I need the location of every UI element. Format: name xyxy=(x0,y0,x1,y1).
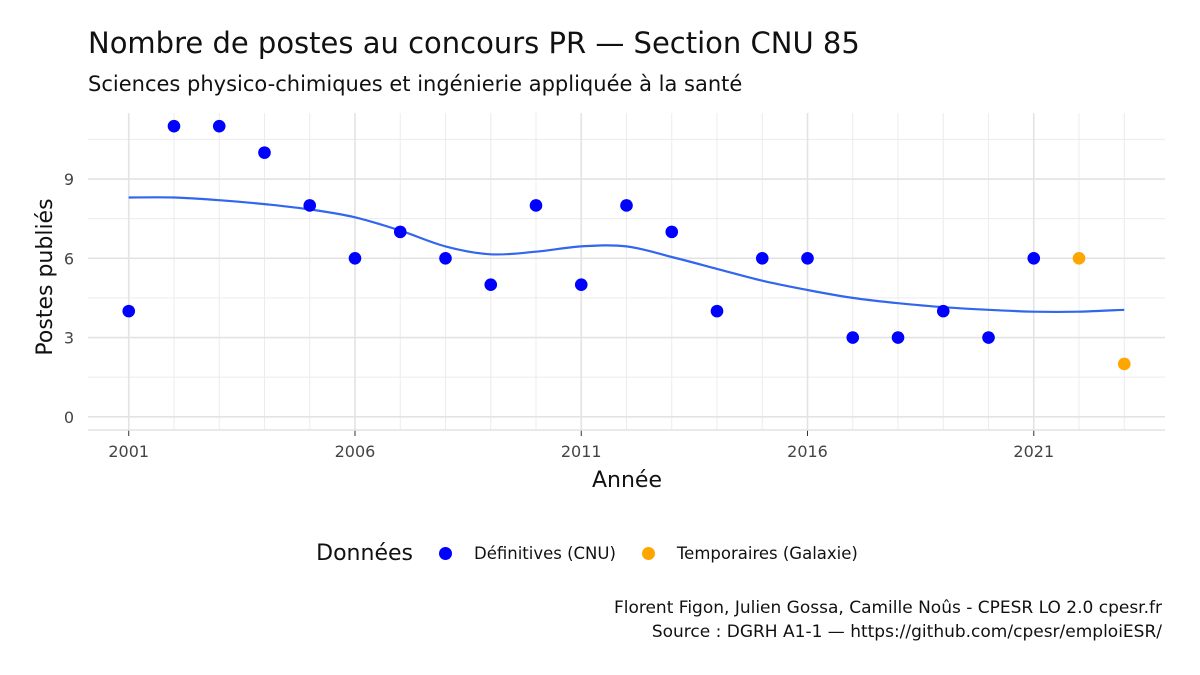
caption-source: Source : DGRH A1-1 — https://github.com/… xyxy=(651,622,1162,642)
points-layer xyxy=(122,119,1131,371)
data-point-definitives xyxy=(574,278,588,292)
data-point-definitives xyxy=(484,278,498,292)
data-point-definitives xyxy=(710,304,724,318)
data-point-definitives xyxy=(258,146,271,159)
axis-ticks xyxy=(88,429,1165,436)
data-point-definitives xyxy=(755,251,769,265)
data-point-definitives xyxy=(529,199,543,212)
y-axis-label: Postes publiés xyxy=(33,198,58,355)
legend: Données Définitives (CNU) Temporaires (G… xyxy=(0,536,1200,570)
x-tick-label: 2001 xyxy=(108,442,149,461)
data-point-definitives xyxy=(122,304,136,318)
y-tick-label: 3 xyxy=(64,329,74,348)
data-point-definitives xyxy=(167,119,181,133)
data-point-definitives xyxy=(846,331,860,344)
legend-item-definitives: Définitives (CNU) xyxy=(438,543,616,563)
x-tick-label: 2011 xyxy=(561,442,602,461)
x-tick-label: 2021 xyxy=(1013,442,1054,461)
smooth-layer xyxy=(128,196,1125,314)
data-point-definitives xyxy=(665,225,679,239)
y-tick-label: 6 xyxy=(64,249,74,268)
tick-labels: 2001 2006 2011 2016 2021 0 3 6 9 xyxy=(64,170,1054,461)
legend-item-temporaires: Temporaires (Galaxie) xyxy=(641,543,858,563)
data-point-definitives xyxy=(1027,251,1041,265)
data-point-temporaires xyxy=(1117,357,1131,371)
x-tick-label: 2016 xyxy=(787,442,828,461)
data-point-definitives xyxy=(982,331,995,344)
x-axis-label: Année xyxy=(592,468,662,493)
legend-label-definitives: Définitives (CNU) xyxy=(473,543,616,563)
data-point-definitives xyxy=(303,199,317,212)
data-point-definitives xyxy=(212,119,226,133)
data-point-temporaires xyxy=(1072,251,1086,265)
legend-key-temporaires xyxy=(641,546,655,560)
caption: Florent Figon, Julien Gossa, Camille Noû… xyxy=(614,596,1162,644)
data-point-definitives xyxy=(439,251,452,265)
chart-subtitle: Sciences physico-chimiques et ingénierie… xyxy=(88,72,743,96)
data-point-definitives xyxy=(891,331,905,344)
y-tick-label: 0 xyxy=(64,408,74,427)
legend-label-temporaires: Temporaires (Galaxie) xyxy=(676,543,858,563)
minor-grid xyxy=(88,113,1165,430)
y-tick-label: 9 xyxy=(64,170,74,189)
x-tick-label: 2006 xyxy=(335,442,376,461)
data-point-definitives xyxy=(348,251,362,265)
data-point-definitives xyxy=(936,304,950,318)
data-point-definitives xyxy=(620,199,633,212)
data-point-definitives xyxy=(801,251,814,265)
legend-key-definitives xyxy=(438,546,452,560)
data-point-definitives xyxy=(393,225,407,239)
legend-title: Données xyxy=(316,540,413,566)
smooth-trend-line xyxy=(128,196,1125,314)
chart-title: Nombre de postes au concours PR — Sectio… xyxy=(88,26,860,60)
caption-authors: Florent Figon, Julien Gossa, Camille Noû… xyxy=(613,598,1162,618)
